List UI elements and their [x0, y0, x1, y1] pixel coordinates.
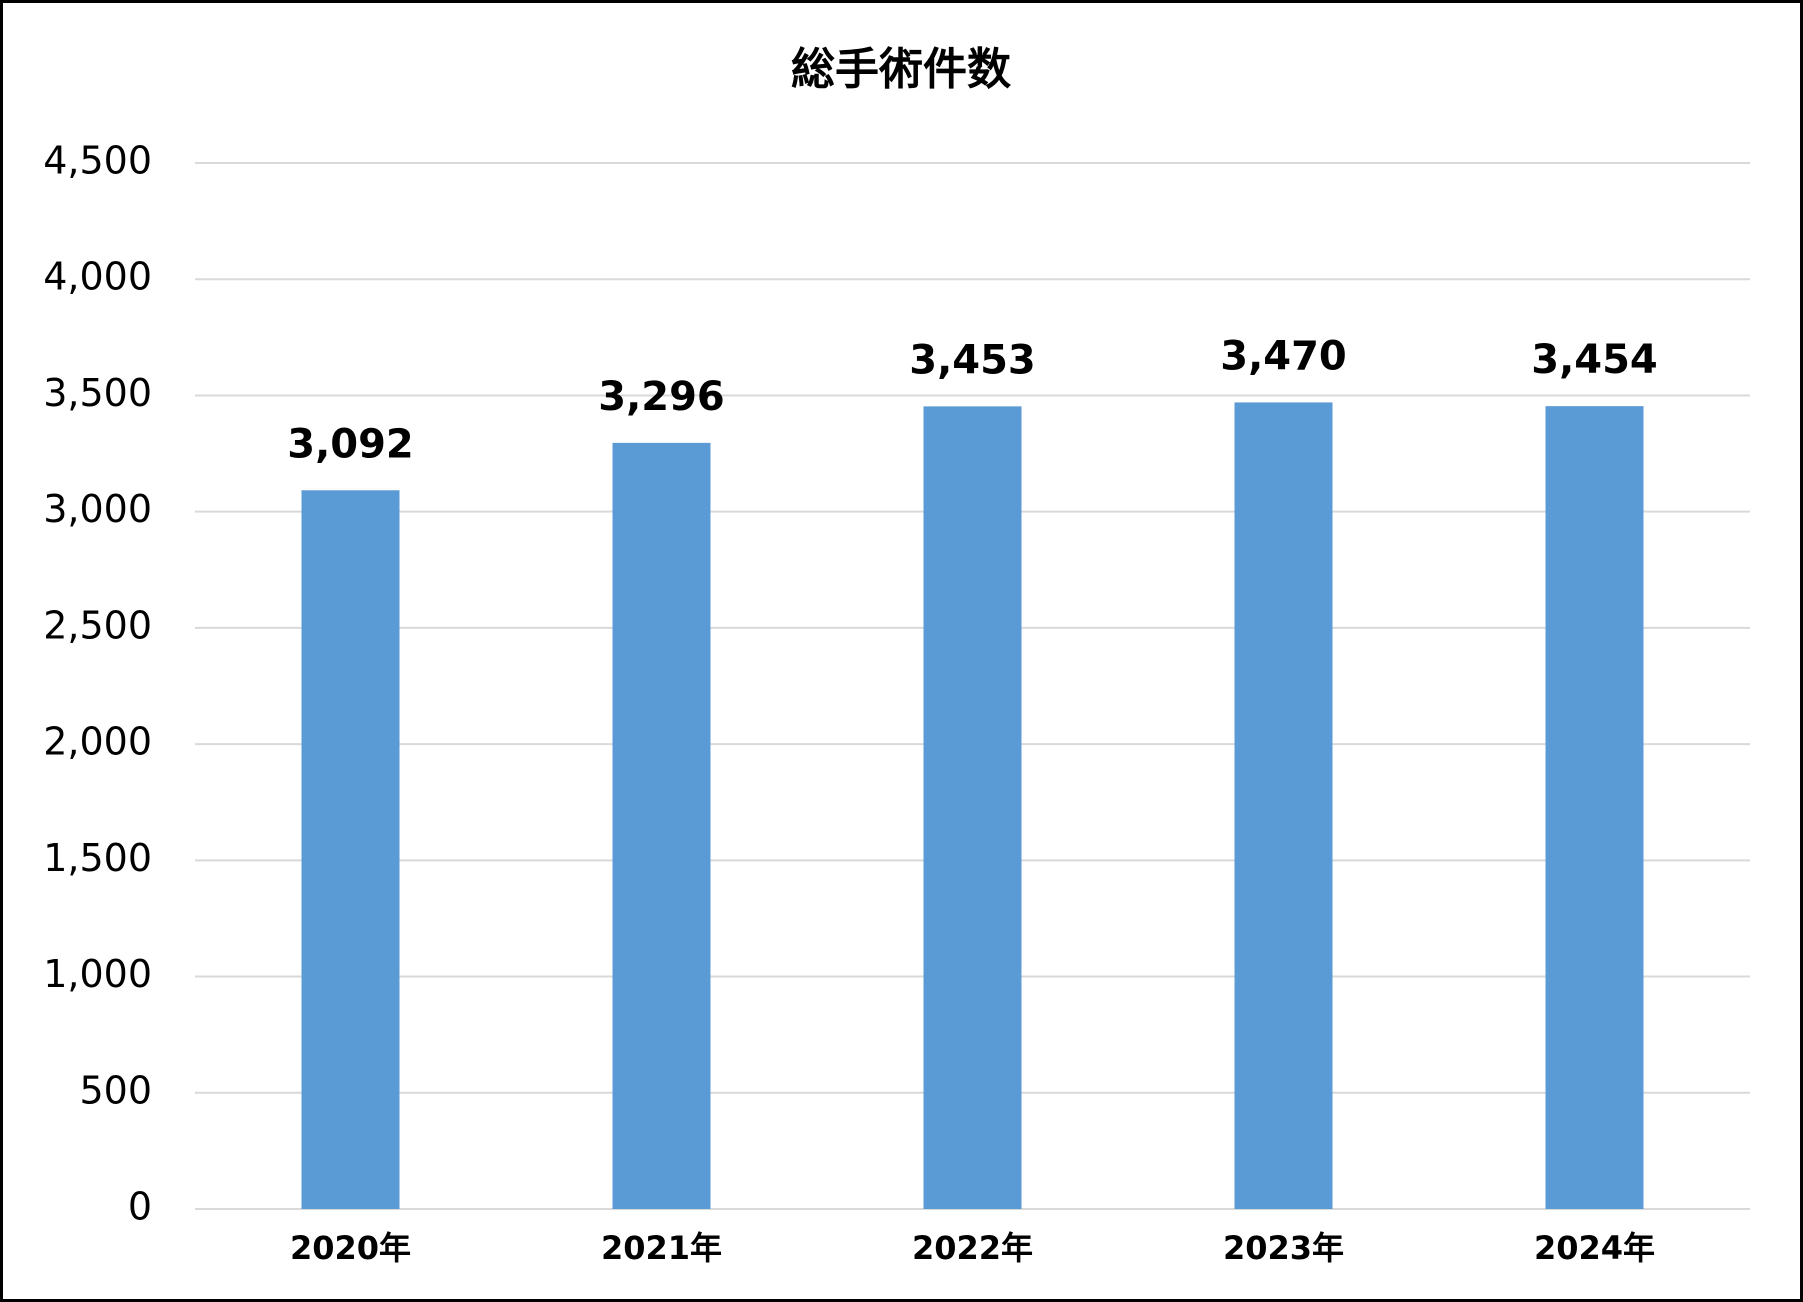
bar [1545, 406, 1644, 1209]
y-tick-label: 0 [128, 1185, 152, 1229]
bar [1234, 402, 1333, 1209]
y-tick-label: 1,500 [43, 836, 152, 880]
data-label: 3,454 [1531, 337, 1658, 383]
y-tick-label: 4,500 [43, 139, 152, 183]
bar [612, 442, 711, 1209]
y-tick-label: 2,000 [43, 720, 152, 764]
x-tick-label: 2022年 [912, 1229, 1033, 1267]
y-tick-label: 1,000 [43, 952, 152, 996]
chart-title: 総手術件数 [791, 44, 1011, 95]
y-tick-label: 2,500 [43, 603, 152, 647]
y-tick-label: 3,500 [43, 371, 152, 415]
y-tick-label: 3,000 [43, 487, 152, 531]
x-tick-label: 2023年 [1223, 1229, 1344, 1267]
data-label: 3,470 [1220, 333, 1347, 379]
bar [923, 406, 1022, 1209]
data-label: 3,453 [909, 337, 1036, 383]
data-label: 3,092 [287, 421, 414, 467]
x-tick-label: 2021年 [601, 1229, 722, 1267]
data-label: 3,296 [598, 374, 725, 420]
y-tick-label: 4,000 [43, 255, 152, 299]
x-tick-label: 2020年 [290, 1229, 411, 1267]
x-tick-label: 2024年 [1534, 1229, 1655, 1267]
bar [301, 490, 400, 1210]
y-tick-label: 500 [79, 1068, 152, 1112]
